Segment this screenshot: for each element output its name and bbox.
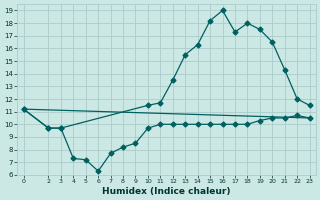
X-axis label: Humidex (Indice chaleur): Humidex (Indice chaleur) [102, 187, 231, 196]
